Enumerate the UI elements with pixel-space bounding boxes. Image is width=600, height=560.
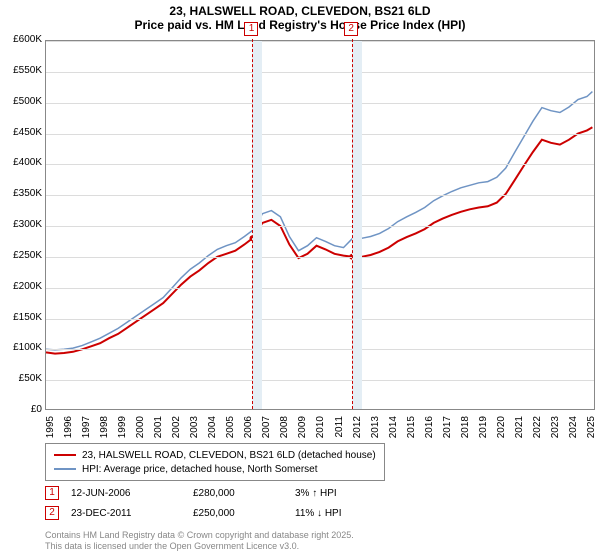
ytick-label: £250K xyxy=(0,250,42,261)
sales-table: 1 12-JUN-2006 £280,000 3% ↑ HPI 2 23-DEC-2011… xyxy=(45,483,385,523)
legend-swatch xyxy=(54,468,76,470)
xtick-label: 1998 xyxy=(99,416,110,446)
sale-band xyxy=(352,41,361,409)
sales-row-hpi: 11% ↓ HPI xyxy=(295,508,385,519)
ytick-label: £350K xyxy=(0,188,42,199)
sale-marker: 2 xyxy=(344,22,358,36)
gridline-h xyxy=(46,195,594,196)
sales-row-marker: 1 xyxy=(45,486,59,500)
sale-band-border xyxy=(252,39,253,409)
xtick-label: 2020 xyxy=(496,416,507,446)
xtick-label: 2010 xyxy=(315,416,326,446)
xtick-label: 2004 xyxy=(207,416,218,446)
ytick-label: £600K xyxy=(0,34,42,45)
xtick-label: 2006 xyxy=(243,416,254,446)
xtick-label: 2012 xyxy=(352,416,363,446)
gridline-h xyxy=(46,226,594,227)
xtick-label: 2000 xyxy=(135,416,146,446)
gridline-h xyxy=(46,349,594,350)
xtick-label: 2022 xyxy=(532,416,543,446)
xtick-label: 2011 xyxy=(334,416,345,446)
sales-row-date: 12-JUN-2006 xyxy=(71,488,181,499)
xtick-label: 2016 xyxy=(424,416,435,446)
ytick-label: £100K xyxy=(0,342,42,353)
legend-label: 23, HALSWELL ROAD, CLEVEDON, BS21 6LD (d… xyxy=(82,450,376,461)
xtick-label: 1997 xyxy=(81,416,92,446)
gridline-h xyxy=(46,288,594,289)
sales-row-price: £280,000 xyxy=(193,488,283,499)
footer-note: Contains HM Land Registry data © Crown c… xyxy=(45,530,354,552)
xtick-label: 2024 xyxy=(568,416,579,446)
ytick-label: £400K xyxy=(0,157,42,168)
title-block: 23, HALSWELL ROAD, CLEVEDON, BS21 6LD Pr… xyxy=(0,0,600,34)
xtick-label: 2021 xyxy=(514,416,525,446)
footer-note-line1: Contains HM Land Registry data © Crown c… xyxy=(45,530,354,541)
ytick-label: £50K xyxy=(0,373,42,384)
ytick-label: £150K xyxy=(0,312,42,323)
xtick-label: 1996 xyxy=(63,416,74,446)
legend-label: HPI: Average price, detached house, Nort… xyxy=(82,464,318,475)
sale-band-border xyxy=(352,39,353,409)
xtick-label: 2009 xyxy=(297,416,308,446)
gridline-h xyxy=(46,257,594,258)
plot-area xyxy=(45,40,595,410)
sales-row-date: 23-DEC-2011 xyxy=(71,508,181,519)
legend: 23, HALSWELL ROAD, CLEVEDON, BS21 6LD (d… xyxy=(45,443,385,481)
gridline-h xyxy=(46,319,594,320)
sales-row: 1 12-JUN-2006 £280,000 3% ↑ HPI xyxy=(45,483,385,503)
series-hpi xyxy=(46,92,592,350)
xtick-label: 2019 xyxy=(478,416,489,446)
sales-row-hpi: 3% ↑ HPI xyxy=(295,488,385,499)
ytick-label: £300K xyxy=(0,219,42,230)
xtick-label: 2007 xyxy=(261,416,272,446)
footer-note-line2: This data is licensed under the Open Gov… xyxy=(45,541,354,552)
sale-band xyxy=(252,41,262,409)
title-line1: 23, HALSWELL ROAD, CLEVEDON, BS21 6LD xyxy=(0,4,600,18)
sale-marker: 1 xyxy=(244,22,258,36)
legend-item: 23, HALSWELL ROAD, CLEVEDON, BS21 6LD (d… xyxy=(54,448,376,462)
title-line2: Price paid vs. HM Land Registry's House … xyxy=(0,18,600,32)
xtick-label: 2013 xyxy=(370,416,381,446)
xtick-label: 2018 xyxy=(460,416,471,446)
xtick-label: 2008 xyxy=(279,416,290,446)
chart-container: 23, HALSWELL ROAD, CLEVEDON, BS21 6LD Pr… xyxy=(0,0,600,560)
xtick-label: 2014 xyxy=(388,416,399,446)
ytick-label: £450K xyxy=(0,127,42,138)
xtick-label: 2003 xyxy=(189,416,200,446)
gridline-h xyxy=(46,72,594,73)
gridline-h xyxy=(46,380,594,381)
xtick-label: 2015 xyxy=(406,416,417,446)
gridline-h xyxy=(46,164,594,165)
ytick-label: £550K xyxy=(0,65,42,76)
legend-swatch xyxy=(54,454,76,456)
xtick-label: 2001 xyxy=(153,416,164,446)
xtick-label: 2023 xyxy=(550,416,561,446)
sales-row-marker: 2 xyxy=(45,506,59,520)
sales-row: 2 23-DEC-2011 £250,000 11% ↓ HPI xyxy=(45,503,385,523)
xtick-label: 2005 xyxy=(225,416,236,446)
gridline-h xyxy=(46,134,594,135)
xtick-label: 1999 xyxy=(117,416,128,446)
xtick-label: 2002 xyxy=(171,416,182,446)
xtick-label: 2025 xyxy=(586,416,597,446)
ytick-label: £200K xyxy=(0,281,42,292)
gridline-h xyxy=(46,41,594,42)
gridline-h xyxy=(46,103,594,104)
sales-row-price: £250,000 xyxy=(193,508,283,519)
xtick-label: 1995 xyxy=(45,416,56,446)
ytick-label: £0 xyxy=(0,404,42,415)
xtick-label: 2017 xyxy=(442,416,453,446)
ytick-label: £500K xyxy=(0,96,42,107)
legend-item: HPI: Average price, detached house, Nort… xyxy=(54,462,376,476)
